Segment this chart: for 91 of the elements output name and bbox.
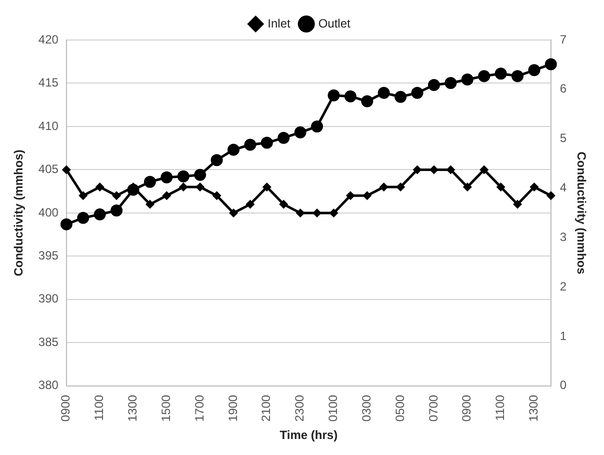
point bbox=[144, 176, 156, 188]
point bbox=[112, 191, 122, 200]
x-tick-label: 0900 bbox=[58, 394, 73, 422]
point bbox=[411, 86, 424, 99]
y-tick-label: 410 bbox=[38, 118, 59, 133]
point bbox=[328, 89, 340, 102]
y-tick-label: 385 bbox=[38, 334, 59, 349]
point bbox=[278, 132, 290, 144]
y2-tick-label: 6 bbox=[560, 82, 567, 96]
point bbox=[262, 182, 272, 192]
point bbox=[212, 191, 222, 200]
y-tick-label: 405 bbox=[38, 162, 59, 176]
point bbox=[311, 120, 324, 132]
y2-tick-label: 3 bbox=[560, 230, 567, 244]
point bbox=[394, 90, 407, 103]
legend-label: Inlet bbox=[268, 16, 291, 30]
y-tick-label: 420 bbox=[38, 32, 59, 46]
point bbox=[296, 208, 305, 218]
point bbox=[60, 218, 72, 230]
point bbox=[478, 70, 490, 82]
x-tick-label: 1500 bbox=[158, 394, 173, 422]
x-tick-label: 1300 bbox=[526, 394, 541, 422]
point bbox=[110, 204, 123, 216]
point bbox=[78, 191, 88, 200]
point bbox=[160, 171, 173, 184]
x-tick-label: 0700 bbox=[426, 394, 440, 422]
x-tick-label: 1300 bbox=[126, 394, 140, 422]
point bbox=[95, 182, 104, 192]
point bbox=[513, 200, 522, 209]
point bbox=[462, 182, 472, 192]
point bbox=[346, 191, 355, 200]
point bbox=[329, 208, 338, 218]
point bbox=[194, 168, 206, 181]
point bbox=[344, 90, 356, 102]
y-tick-label: 400 bbox=[38, 205, 59, 220]
x-tick-label: 1900 bbox=[226, 394, 240, 422]
x-tick-label: 1100 bbox=[493, 394, 508, 421]
y2-axis-title: Conductivity (mmhos bbox=[574, 152, 588, 275]
point bbox=[196, 182, 205, 192]
point bbox=[494, 68, 507, 80]
x-axis-title: Time (hrs) bbox=[280, 428, 338, 442]
point bbox=[496, 182, 506, 192]
point bbox=[77, 212, 90, 224]
point bbox=[378, 86, 390, 99]
legend-label: Outlet bbox=[318, 16, 352, 30]
point bbox=[279, 200, 288, 209]
point bbox=[94, 208, 106, 220]
x-tick-label: 1100 bbox=[92, 394, 106, 421]
point bbox=[461, 74, 474, 86]
point bbox=[379, 182, 388, 192]
point bbox=[244, 138, 256, 151]
point bbox=[480, 165, 489, 174]
y-axis-title: Conductivity (mmhos) bbox=[12, 150, 26, 276]
x-tick-label: 2300 bbox=[292, 394, 307, 422]
point bbox=[145, 200, 154, 209]
point bbox=[544, 58, 557, 70]
x-tick-label: 1700 bbox=[192, 394, 206, 422]
y-tick-label: 395 bbox=[38, 248, 59, 263]
point bbox=[178, 182, 188, 192]
y2-tick-label: 2 bbox=[560, 279, 567, 294]
point bbox=[512, 70, 524, 82]
point bbox=[246, 200, 255, 209]
point bbox=[362, 191, 372, 200]
x-tick-label: 0100 bbox=[326, 394, 340, 422]
point bbox=[396, 182, 406, 192]
point bbox=[361, 95, 374, 108]
y-tick-label: 415 bbox=[38, 76, 59, 90]
x-tick-label: 0300 bbox=[359, 394, 374, 422]
x-tick-label: 0900 bbox=[460, 394, 474, 422]
point bbox=[294, 126, 306, 138]
point bbox=[260, 136, 273, 149]
y2-tick-label: 1 bbox=[560, 328, 567, 343]
y-tick-label: 390 bbox=[38, 292, 59, 306]
x-tick-label: 2100 bbox=[259, 394, 274, 422]
point bbox=[62, 165, 71, 174]
point bbox=[428, 78, 440, 91]
point bbox=[210, 154, 223, 166]
point bbox=[177, 170, 190, 182]
point bbox=[528, 64, 540, 76]
x-tick-label: 0500 bbox=[392, 394, 407, 422]
y2-tick-label: 5 bbox=[560, 131, 567, 146]
y2-tick-label: 7 bbox=[560, 32, 567, 46]
y2-tick-label: 0 bbox=[560, 378, 567, 392]
point bbox=[162, 191, 172, 200]
point bbox=[546, 191, 556, 200]
y2-tick-label: 4 bbox=[560, 180, 567, 195]
point bbox=[530, 182, 539, 192]
point bbox=[444, 76, 457, 89]
y-tick-label: 380 bbox=[38, 378, 59, 392]
point bbox=[228, 208, 238, 218]
point bbox=[227, 144, 240, 156]
